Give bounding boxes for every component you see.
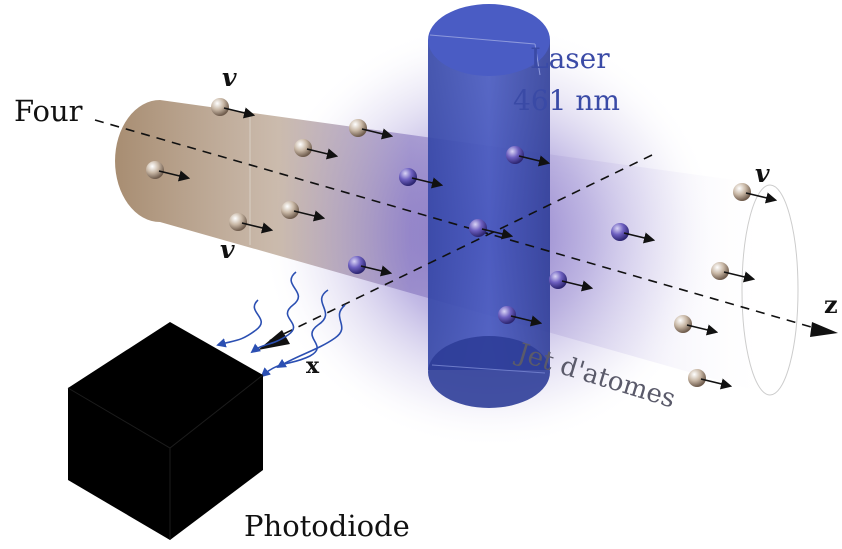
atom-12 — [611, 223, 629, 241]
z-axis-arrowhead — [810, 322, 838, 337]
velocity-arrow-11 — [561, 280, 594, 292]
velocity-arrow-5 — [293, 210, 326, 222]
velocity-arrow-10 — [481, 228, 514, 240]
velocity-arrow-3 — [241, 222, 274, 234]
laser-wavelength-label: 461 nm — [513, 84, 620, 117]
atom-2 — [146, 161, 164, 179]
x-axis-label: x — [306, 353, 320, 379]
atom-4 — [294, 139, 312, 157]
velocity-label-top: v — [222, 63, 237, 92]
atom-11 — [549, 271, 567, 289]
velocity-arrow-7 — [411, 177, 444, 189]
velocity-arrow-4 — [306, 148, 339, 160]
velocity-arrow-15 — [723, 271, 756, 283]
atom-8 — [348, 256, 366, 274]
velocity-arrow-12 — [623, 232, 656, 244]
atom-15 — [711, 262, 729, 280]
velocity-arrow-16 — [686, 324, 719, 336]
velocity-arrow-1 — [223, 107, 256, 119]
velocity-label-bottom: v — [220, 235, 235, 264]
atom-5 — [281, 201, 299, 219]
x-axis — [264, 154, 653, 344]
beam-exit-ellipse — [741, 184, 799, 396]
emitted-photons — [216, 271, 346, 378]
laser-label: Laser — [530, 42, 610, 75]
atom-10 — [469, 219, 487, 237]
atom-17 — [688, 369, 706, 387]
photodiode-label: Photodiode — [244, 509, 410, 543]
velocity-arrow-2 — [158, 170, 191, 182]
velocity-label-right: v — [755, 159, 770, 188]
atom-14 — [733, 183, 751, 201]
velocity-arrow-17 — [700, 378, 733, 390]
atom-7 — [399, 168, 417, 186]
photodiode-cube — [67, 322, 264, 540]
atoms-layer — [146, 98, 778, 390]
laser-cylinder — [428, 4, 550, 408]
atom-6 — [349, 119, 367, 137]
velocity-arrow-14 — [745, 192, 778, 204]
velocity-arrow-13 — [510, 315, 543, 327]
velocity-arrow-9 — [518, 155, 551, 167]
oven-label: Four — [14, 94, 83, 128]
atom-1 — [211, 98, 229, 116]
atom-9 — [506, 146, 524, 164]
atom-13 — [498, 306, 516, 324]
velocity-arrow-6 — [361, 128, 394, 140]
velocity-arrow-8 — [360, 265, 393, 277]
atom-3 — [229, 213, 247, 231]
z-axis-label: z — [824, 290, 838, 319]
atom-16 — [674, 315, 692, 333]
